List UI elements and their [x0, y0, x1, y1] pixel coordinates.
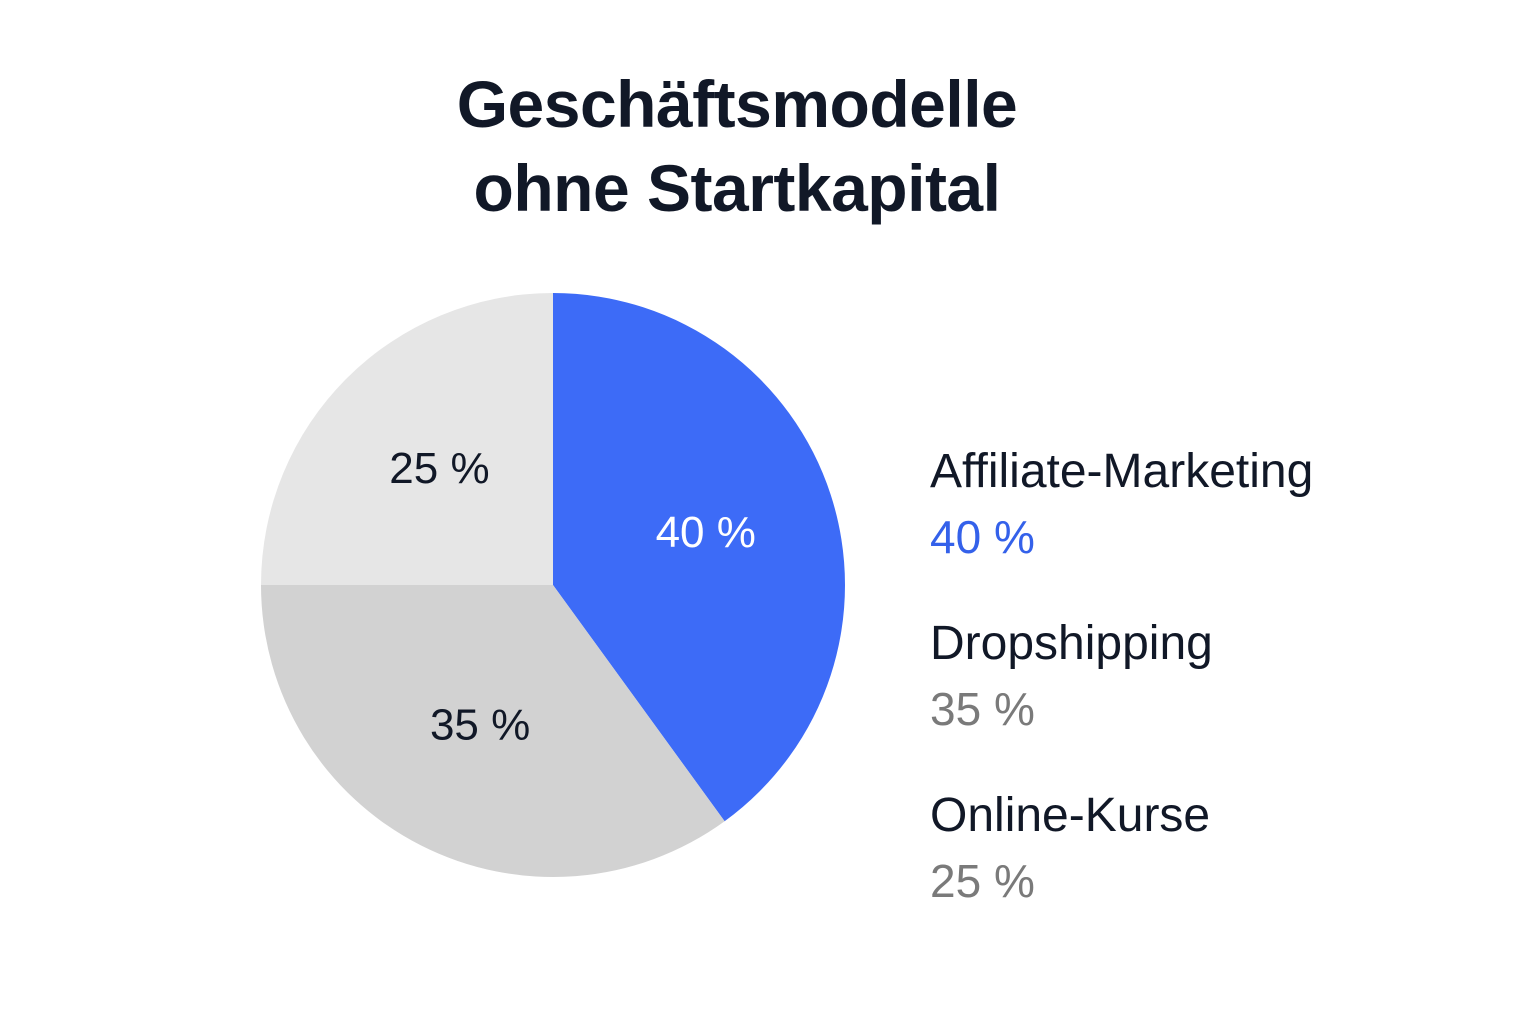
- legend-label: Affiliate-Marketing: [930, 445, 1314, 498]
- legend-label: Dropshipping: [930, 617, 1213, 670]
- pie-slice-affiliate-marketing: [553, 293, 845, 822]
- legend-label: Online-Kurse: [930, 789, 1211, 842]
- legend-item-dropshipping: Dropshipping 35 %: [930, 612, 1490, 784]
- chart-title-line-1: Geschäftsmodelle: [456, 67, 1018, 141]
- pie-slice-dropshipping: [261, 585, 725, 877]
- legend: Affiliate-Marketing 40 % Dropshipping 35…: [930, 440, 1490, 956]
- pie-slice-online-kurse: [261, 293, 553, 585]
- slice-label-dropshipping: 35 %: [430, 701, 530, 750]
- legend-item-online-kurse: Online-Kurse 25 %: [930, 784, 1490, 956]
- legend-value: 40 %: [930, 511, 1035, 563]
- slice-label-online-kurse: 25 %: [389, 444, 489, 493]
- chart-title-line-2: ohne Startkapital: [473, 151, 1001, 225]
- legend-item-affiliate-marketing: Affiliate-Marketing 40 %: [930, 440, 1490, 612]
- legend-value: 25 %: [930, 855, 1035, 907]
- chart-title: Geschäftsmodelle ohne Startkapital: [0, 62, 1474, 230]
- legend-value: 35 %: [930, 683, 1035, 735]
- slice-label-affiliate-marketing: 40 %: [656, 508, 756, 557]
